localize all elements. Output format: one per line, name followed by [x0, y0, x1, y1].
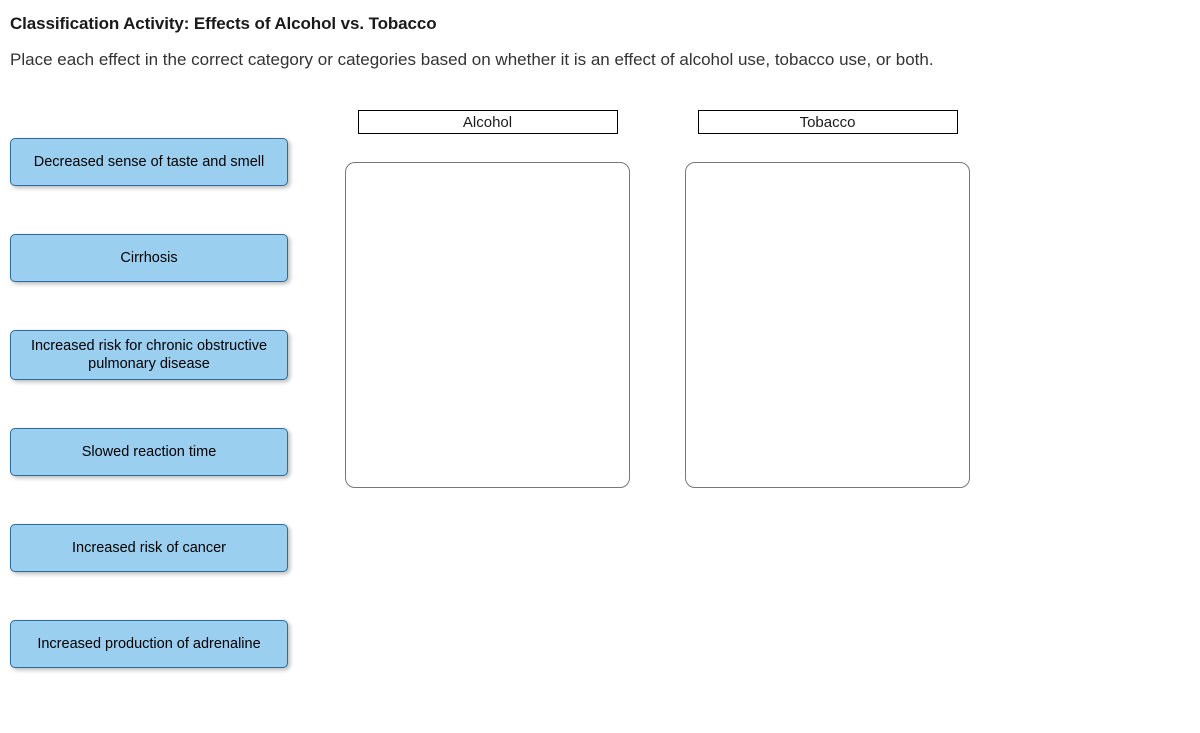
zone-header-tobacco: Tobacco	[698, 110, 958, 134]
drop-zone-tobacco: Tobacco	[685, 110, 970, 488]
drop-box-tobacco[interactable]	[685, 162, 970, 488]
drag-item-copd[interactable]: Increased risk for chronic obstructive p…	[10, 330, 288, 380]
drop-zones-row: Alcohol Tobacco	[310, 110, 970, 488]
draggable-items-column: Decreased sense of taste and smell Cirrh…	[10, 110, 310, 668]
zone-header-alcohol: Alcohol	[358, 110, 618, 134]
drag-item-label: Decreased sense of taste and smell	[34, 153, 265, 171]
drag-item-adrenaline[interactable]: Increased production of adrenaline	[10, 620, 288, 668]
drag-item-label: Increased risk of cancer	[72, 539, 226, 557]
drag-item-taste-smell[interactable]: Decreased sense of taste and smell	[10, 138, 288, 186]
drag-item-reaction-time[interactable]: Slowed reaction time	[10, 428, 288, 476]
drag-item-label: Increased production of adrenaline	[37, 635, 260, 653]
drag-item-label: Cirrhosis	[120, 249, 177, 267]
activity-area: Decreased sense of taste and smell Cirrh…	[10, 110, 1190, 668]
drag-item-label: Increased risk for chronic obstructive p…	[25, 337, 273, 373]
page-title: Classification Activity: Effects of Alco…	[10, 14, 1190, 34]
drag-item-cirrhosis[interactable]: Cirrhosis	[10, 234, 288, 282]
drag-item-label: Slowed reaction time	[82, 443, 217, 461]
zone-label: Alcohol	[463, 114, 512, 131]
zone-label: Tobacco	[800, 114, 856, 131]
drop-zone-alcohol: Alcohol	[345, 110, 630, 488]
drop-box-alcohol[interactable]	[345, 162, 630, 488]
drag-item-cancer[interactable]: Increased risk of cancer	[10, 524, 288, 572]
instructions-text: Place each effect in the correct categor…	[10, 50, 1190, 70]
